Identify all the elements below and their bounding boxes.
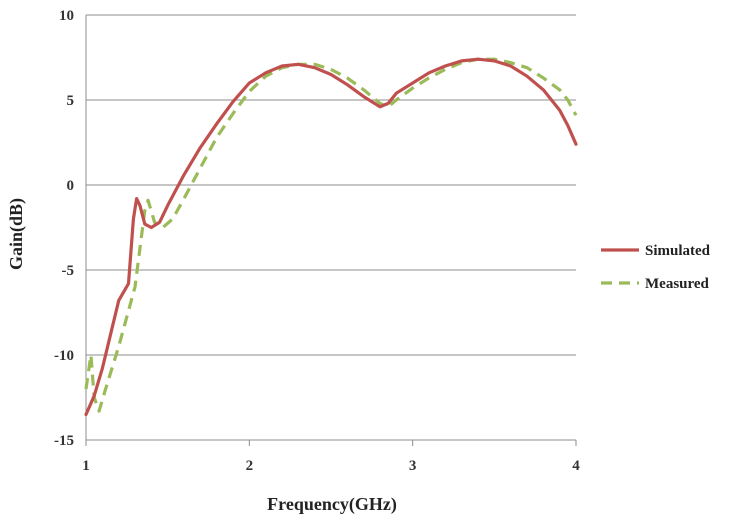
axes bbox=[85, 15, 577, 446]
y-tick-label: -10 bbox=[54, 348, 74, 364]
series-line-measured bbox=[84, 57, 578, 413]
y-tick-label: -15 bbox=[54, 433, 74, 449]
y-tick-label: 5 bbox=[67, 93, 75, 109]
series-line-simulated bbox=[84, 57, 578, 417]
x-tick-label: 1 bbox=[82, 458, 90, 474]
legend-label-simulated: Simulated bbox=[645, 243, 711, 259]
y-tick-label: -5 bbox=[62, 263, 75, 279]
y-tick-label: 0 bbox=[67, 178, 75, 194]
x-tick-label: 2 bbox=[246, 458, 254, 474]
x-tick-label: 3 bbox=[409, 458, 417, 474]
series-lines bbox=[84, 57, 578, 417]
legend-label-measured: Measured bbox=[645, 276, 710, 292]
x-axis-title: Frequency(GHz) bbox=[267, 494, 397, 515]
tick-labels: 10 5 0 -5 -10 -15 1 2 3 4 bbox=[54, 8, 580, 474]
legend: Simulated Measured bbox=[601, 243, 711, 292]
y-tick-label: 10 bbox=[59, 8, 74, 24]
grid-lines bbox=[86, 14, 576, 356]
x-tick-label: 4 bbox=[572, 458, 580, 474]
y-axis-title: Gain(dB) bbox=[6, 198, 27, 270]
